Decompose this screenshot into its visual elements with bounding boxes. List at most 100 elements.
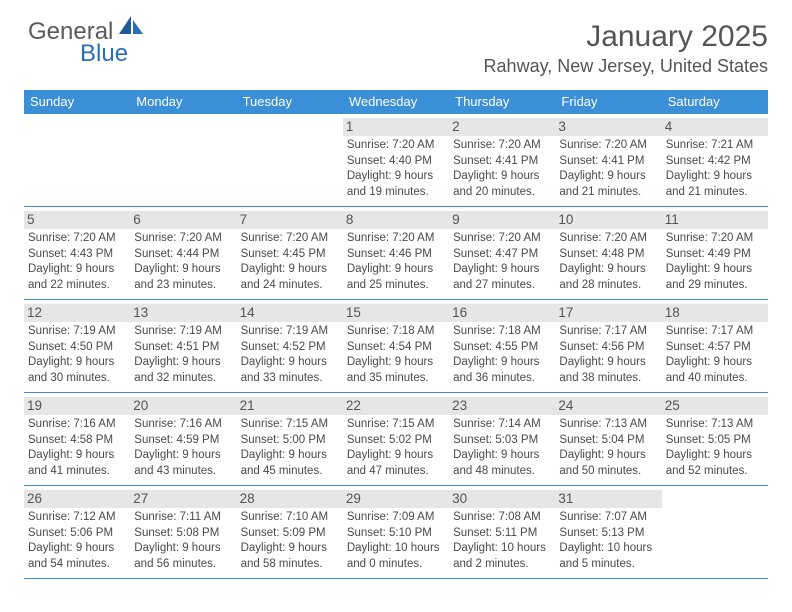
day-cell: 15Sunrise: 7:18 AMSunset: 4:54 PMDayligh… (343, 300, 449, 392)
sunrise-line: Sunrise: 7:20 AM (241, 231, 339, 247)
daylight-line: Daylight: 9 hours and 30 minutes. (28, 355, 126, 386)
day-number: 16 (449, 304, 555, 322)
day-cell: 11Sunrise: 7:20 AMSunset: 4:49 PMDayligh… (662, 207, 768, 299)
daylight-line: Daylight: 10 hours and 0 minutes. (347, 541, 445, 572)
day-cell: 2Sunrise: 7:20 AMSunset: 4:41 PMDaylight… (449, 114, 555, 206)
day-cell: 9Sunrise: 7:20 AMSunset: 4:47 PMDaylight… (449, 207, 555, 299)
day-cell: 22Sunrise: 7:15 AMSunset: 5:02 PMDayligh… (343, 393, 449, 485)
sunset-line: Sunset: 4:56 PM (559, 340, 657, 356)
day-number: 14 (237, 304, 343, 322)
sunset-line: Sunset: 4:46 PM (347, 247, 445, 263)
sunrise-line: Sunrise: 7:20 AM (347, 138, 445, 154)
sunset-line: Sunset: 5:00 PM (241, 433, 339, 449)
sunrise-line: Sunrise: 7:17 AM (666, 324, 764, 340)
sunset-line: Sunset: 4:41 PM (453, 154, 551, 170)
daylight-line: Daylight: 9 hours and 32 minutes. (134, 355, 232, 386)
day-cell: 23Sunrise: 7:14 AMSunset: 5:03 PMDayligh… (449, 393, 555, 485)
sunrise-line: Sunrise: 7:09 AM (347, 510, 445, 526)
sunset-line: Sunset: 4:40 PM (347, 154, 445, 170)
sunrise-line: Sunrise: 7:20 AM (559, 231, 657, 247)
day-number: 20 (130, 397, 236, 415)
daylight-line: Daylight: 9 hours and 29 minutes. (666, 262, 764, 293)
sunset-line: Sunset: 5:04 PM (559, 433, 657, 449)
day-header-row: SundayMondayTuesdayWednesdayThursdayFrid… (24, 90, 768, 114)
day-number: 31 (555, 490, 661, 508)
day-cell (24, 114, 130, 206)
sunrise-line: Sunrise: 7:17 AM (559, 324, 657, 340)
day-cell: 31Sunrise: 7:07 AMSunset: 5:13 PMDayligh… (555, 486, 661, 578)
day-header: Monday (130, 90, 236, 114)
sunrise-line: Sunrise: 7:19 AM (134, 324, 232, 340)
sunrise-line: Sunrise: 7:20 AM (453, 231, 551, 247)
daylight-line: Daylight: 9 hours and 22 minutes. (28, 262, 126, 293)
daylight-line: Daylight: 9 hours and 56 minutes. (134, 541, 232, 572)
sunset-line: Sunset: 4:48 PM (559, 247, 657, 263)
daylight-line: Daylight: 10 hours and 2 minutes. (453, 541, 551, 572)
sunset-line: Sunset: 4:59 PM (134, 433, 232, 449)
day-number: 24 (555, 397, 661, 415)
sunset-line: Sunset: 4:52 PM (241, 340, 339, 356)
day-cell: 18Sunrise: 7:17 AMSunset: 4:57 PMDayligh… (662, 300, 768, 392)
sunrise-line: Sunrise: 7:20 AM (134, 231, 232, 247)
sunset-line: Sunset: 4:45 PM (241, 247, 339, 263)
day-number: 15 (343, 304, 449, 322)
sunset-line: Sunset: 5:09 PM (241, 526, 339, 542)
location-subtitle: Rahway, New Jersey, United States (484, 56, 768, 77)
sunset-line: Sunset: 4:47 PM (453, 247, 551, 263)
day-cell: 20Sunrise: 7:16 AMSunset: 4:59 PMDayligh… (130, 393, 236, 485)
logo: General Blue (28, 18, 145, 46)
daylight-line: Daylight: 9 hours and 24 minutes. (241, 262, 339, 293)
week-row: 1Sunrise: 7:20 AMSunset: 4:40 PMDaylight… (24, 114, 768, 207)
sunset-line: Sunset: 4:50 PM (28, 340, 126, 356)
day-number: 19 (24, 397, 130, 415)
day-number: 13 (130, 304, 236, 322)
day-number: 30 (449, 490, 555, 508)
day-number: 21 (237, 397, 343, 415)
daylight-line: Daylight: 9 hours and 35 minutes. (347, 355, 445, 386)
day-cell: 6Sunrise: 7:20 AMSunset: 4:44 PMDaylight… (130, 207, 236, 299)
day-cell (130, 114, 236, 206)
sunrise-line: Sunrise: 7:21 AM (666, 138, 764, 154)
sunrise-line: Sunrise: 7:12 AM (28, 510, 126, 526)
day-cell: 10Sunrise: 7:20 AMSunset: 4:48 PMDayligh… (555, 207, 661, 299)
sunset-line: Sunset: 5:10 PM (347, 526, 445, 542)
daylight-line: Daylight: 9 hours and 54 minutes. (28, 541, 126, 572)
sail-icon (117, 14, 145, 41)
sunset-line: Sunset: 4:49 PM (666, 247, 764, 263)
week-row: 12Sunrise: 7:19 AMSunset: 4:50 PMDayligh… (24, 300, 768, 393)
day-cell: 25Sunrise: 7:13 AMSunset: 5:05 PMDayligh… (662, 393, 768, 485)
sunset-line: Sunset: 4:43 PM (28, 247, 126, 263)
week-row: 19Sunrise: 7:16 AMSunset: 4:58 PMDayligh… (24, 393, 768, 486)
daylight-line: Daylight: 9 hours and 21 minutes. (666, 169, 764, 200)
sunset-line: Sunset: 4:41 PM (559, 154, 657, 170)
sunset-line: Sunset: 5:03 PM (453, 433, 551, 449)
day-number: 27 (130, 490, 236, 508)
daylight-line: Daylight: 9 hours and 47 minutes. (347, 448, 445, 479)
sunset-line: Sunset: 5:05 PM (666, 433, 764, 449)
day-number: 8 (343, 211, 449, 229)
day-cell (662, 486, 768, 578)
day-number: 25 (662, 397, 768, 415)
sunset-line: Sunset: 5:13 PM (559, 526, 657, 542)
day-number: 10 (555, 211, 661, 229)
day-cell: 29Sunrise: 7:09 AMSunset: 5:10 PMDayligh… (343, 486, 449, 578)
day-cell: 3Sunrise: 7:20 AMSunset: 4:41 PMDaylight… (555, 114, 661, 206)
day-cell: 17Sunrise: 7:17 AMSunset: 4:56 PMDayligh… (555, 300, 661, 392)
sunrise-line: Sunrise: 7:14 AM (453, 417, 551, 433)
day-header: Wednesday (343, 90, 449, 114)
sunset-line: Sunset: 4:58 PM (28, 433, 126, 449)
day-cell: 14Sunrise: 7:19 AMSunset: 4:52 PMDayligh… (237, 300, 343, 392)
sunset-line: Sunset: 4:44 PM (134, 247, 232, 263)
day-cell: 12Sunrise: 7:19 AMSunset: 4:50 PMDayligh… (24, 300, 130, 392)
day-cell (237, 114, 343, 206)
week-row: 5Sunrise: 7:20 AMSunset: 4:43 PMDaylight… (24, 207, 768, 300)
day-cell: 21Sunrise: 7:15 AMSunset: 5:00 PMDayligh… (237, 393, 343, 485)
daylight-line: Daylight: 9 hours and 52 minutes. (666, 448, 764, 479)
day-header: Thursday (449, 90, 555, 114)
sunrise-line: Sunrise: 7:15 AM (241, 417, 339, 433)
day-header: Friday (555, 90, 661, 114)
sunrise-line: Sunrise: 7:20 AM (453, 138, 551, 154)
sunrise-line: Sunrise: 7:07 AM (559, 510, 657, 526)
sunset-line: Sunset: 4:57 PM (666, 340, 764, 356)
sunrise-line: Sunrise: 7:08 AM (453, 510, 551, 526)
